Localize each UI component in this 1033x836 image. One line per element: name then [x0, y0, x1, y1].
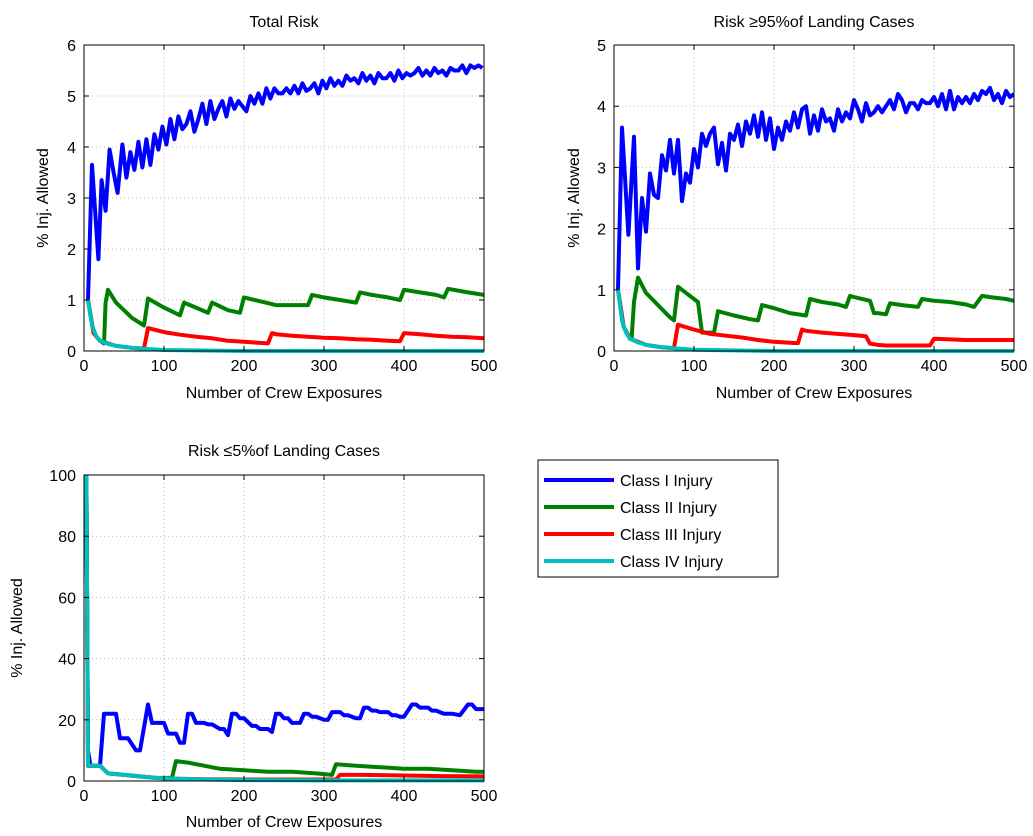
x-tick-label: 300	[311, 358, 338, 375]
x-tick-label: 100	[151, 358, 178, 375]
y-tick-label: 3	[67, 191, 76, 208]
y-tick-label: 2	[67, 242, 76, 259]
legend-label: Class III Injury	[620, 527, 721, 544]
series-line-class-ii-injury	[86, 286, 484, 346]
plot-total-risk: Total Risk Number of Crew Exposures % In…	[35, 14, 497, 402]
legend-label: Class IV Injury	[620, 554, 723, 571]
series-line-class-ii-injury	[616, 275, 1014, 341]
series-lines	[84, 474, 484, 783]
legend: Class I Injury Class II Injury Class III…	[537, 459, 779, 578]
x-tick-label: 0	[610, 358, 619, 375]
x-tick-label: 400	[391, 358, 418, 375]
y-tick-label: 0	[597, 344, 606, 361]
series-line-class-i-injury	[84, 474, 484, 768]
x-tick-label: 100	[151, 788, 178, 805]
y-tick-label: 5	[597, 38, 606, 55]
legend-label: Class I Injury	[620, 473, 712, 490]
x-tick-label: 500	[471, 358, 498, 375]
plot-title: Risk ≥95%of Landing Cases	[714, 14, 915, 31]
plot-risk-5: Risk ≤5%of Landing Cases Number of Crew …	[9, 443, 497, 831]
y-tick-label: 0	[67, 774, 76, 791]
y-tick-label: 4	[597, 99, 606, 116]
x-tick-label: 300	[841, 358, 868, 375]
y-axis-label: % Inj. Allowed	[566, 148, 583, 248]
plot-area	[84, 475, 484, 781]
y-tick-label: 100	[49, 468, 76, 485]
plot-title: Total Risk	[249, 14, 319, 31]
plot-title: Risk ≤5%of Landing Cases	[188, 443, 380, 460]
y-axis-label: % Inj. Allowed	[35, 148, 52, 248]
legend-entry-class-i: Class I Injury	[544, 473, 712, 490]
y-tick-label: 4	[67, 140, 76, 157]
series-lines	[616, 85, 1014, 353]
x-axis-label: Number of Crew Exposures	[716, 385, 913, 402]
x-tick-label: 500	[1001, 358, 1028, 375]
x-tick-label: 200	[761, 358, 788, 375]
series-line-class-i-injury	[86, 63, 484, 301]
y-axis-label: % Inj. Allowed	[9, 578, 26, 678]
legend-entry-class-ii: Class II Injury	[544, 500, 717, 517]
legend-entry-class-iv: Class IV Injury	[544, 554, 723, 571]
y-tick-label: 3	[597, 160, 606, 177]
x-tick-label: 300	[311, 788, 338, 805]
plot-risk-95: Risk ≥95%of Landing Cases Number of Crew…	[566, 14, 1027, 402]
y-tick-label: 6	[67, 38, 76, 55]
legend-entry-class-iii: Class III Injury	[544, 527, 721, 544]
y-tick-label: 1	[597, 283, 606, 300]
x-axis-label: Number of Crew Exposures	[186, 814, 383, 831]
y-tick-label: 40	[58, 652, 76, 669]
x-tick-label: 400	[391, 788, 418, 805]
x-tick-label: 0	[80, 358, 89, 375]
y-tick-label: 5	[67, 89, 76, 106]
series-line-class-i-injury	[616, 85, 1014, 290]
x-tick-label: 200	[231, 788, 258, 805]
legend-label: Class II Injury	[620, 500, 717, 517]
y-tick-label: 60	[58, 590, 76, 607]
x-axis-label: Number of Crew Exposures	[186, 385, 383, 402]
y-tick-label: 20	[58, 713, 76, 730]
x-tick-label: 400	[921, 358, 948, 375]
y-tick-label: 1	[67, 293, 76, 310]
axes-box	[83, 474, 485, 782]
y-tick-label: 0	[67, 344, 76, 361]
y-tick-label: 80	[58, 529, 76, 546]
y-tick-label: 2	[597, 222, 606, 239]
series-line-class-iv-injury	[84, 474, 484, 783]
axes-box	[613, 44, 1015, 352]
x-tick-label: 500	[471, 788, 498, 805]
x-tick-label: 200	[231, 358, 258, 375]
x-tick-label: 100	[681, 358, 708, 375]
x-tick-label: 0	[80, 788, 89, 805]
